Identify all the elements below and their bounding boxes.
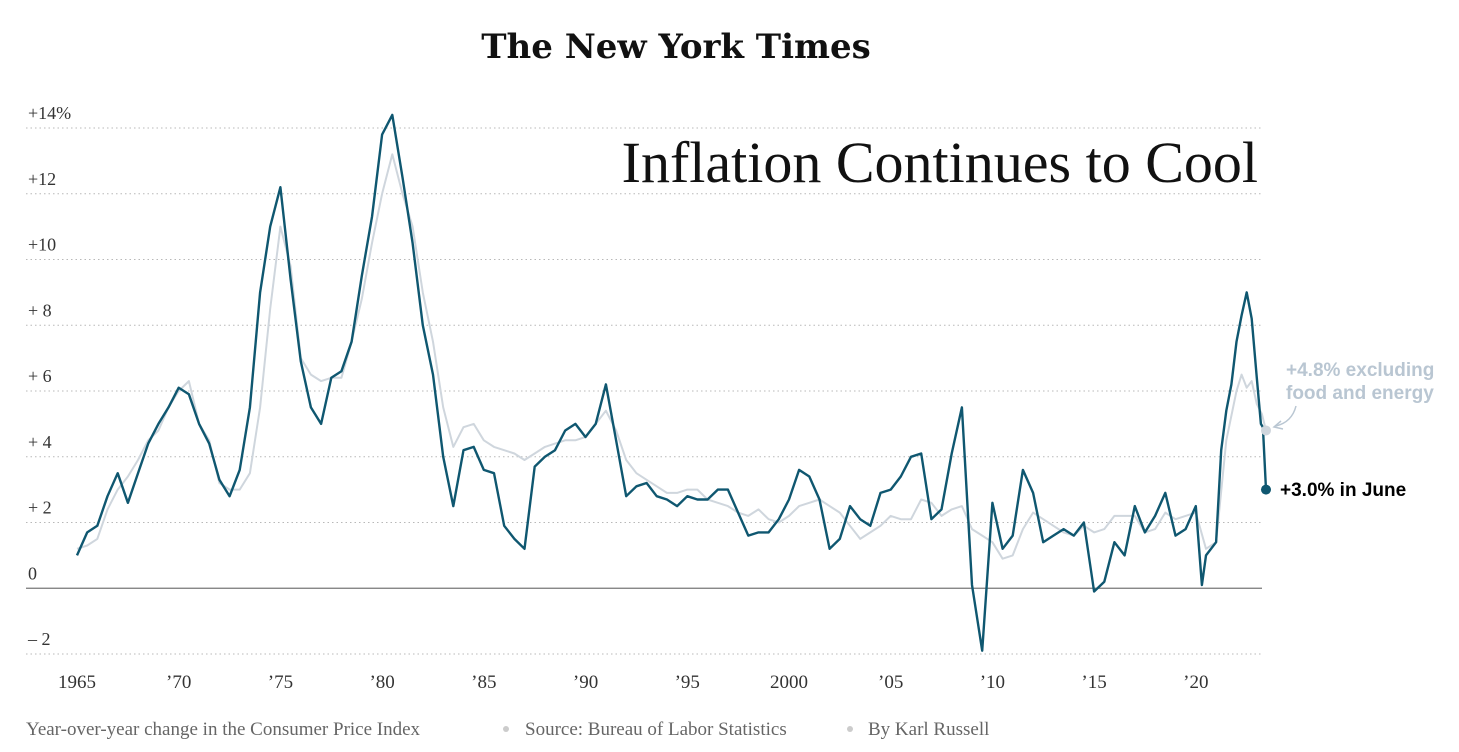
y-axis-ticks: +14% +12 +10 + 8 + 6 + 4 + 2 0 – 2 bbox=[27, 103, 71, 649]
end-point-core bbox=[1260, 425, 1271, 436]
x-tick-label: ’90 bbox=[573, 672, 598, 693]
y-tick-label: + 6 bbox=[28, 366, 52, 386]
end-point-headline bbox=[1260, 484, 1271, 495]
y-tick-label: 0 bbox=[28, 563, 37, 583]
footer-separator bbox=[847, 726, 853, 732]
x-tick-label: 2000 bbox=[770, 672, 808, 693]
x-tick-label: ’85 bbox=[471, 672, 496, 693]
annotation-core-line2: food and energy bbox=[1286, 383, 1434, 404]
footer-description: Year-over-year change in the Consumer Pr… bbox=[26, 719, 421, 740]
y-tick-label: +12 bbox=[28, 169, 56, 189]
masthead-logo: The New York Times bbox=[481, 27, 871, 67]
x-tick-label: ’70 bbox=[166, 672, 191, 693]
footer-source: Source: Bureau of Labor Statistics bbox=[525, 719, 787, 740]
x-tick-label: ’10 bbox=[980, 672, 1005, 693]
x-tick-label: ’15 bbox=[1081, 672, 1106, 693]
x-tick-label: ’20 bbox=[1183, 672, 1208, 693]
series-line-core bbox=[76, 153, 1267, 560]
y-tick-label: + 8 bbox=[28, 300, 52, 320]
annotation-core-line1: +4.8% excluding bbox=[1286, 360, 1434, 381]
x-tick-label: ’75 bbox=[268, 672, 293, 693]
y-tick-label: + 2 bbox=[28, 498, 52, 518]
footer-separator bbox=[503, 726, 509, 732]
y-tick-label: +10 bbox=[28, 235, 56, 255]
x-tick-label: ’05 bbox=[878, 672, 903, 693]
y-tick-label: + 4 bbox=[28, 432, 52, 452]
annotation-arrowhead bbox=[1272, 420, 1284, 430]
footer-byline: By Karl Russell bbox=[868, 719, 989, 740]
x-tick-label: ’95 bbox=[675, 672, 700, 693]
x-tick-label: ’80 bbox=[369, 672, 394, 693]
y-tick-label: +14% bbox=[28, 103, 71, 123]
gridlines bbox=[26, 127, 1262, 655]
chart-title: Inflation Continues to Cool bbox=[622, 130, 1258, 195]
annotation-headline: +3.0% in June bbox=[1280, 480, 1406, 501]
series-line-headline bbox=[75, 113, 1268, 652]
y-tick-label: – 2 bbox=[27, 629, 51, 649]
annotation-arrow bbox=[1275, 405, 1297, 427]
x-axis-ticks: 1965 ’70 ’75 ’80 ’85 ’90 ’95 2000 ’05 ’10 ’15 ’20 bbox=[58, 672, 1208, 693]
x-tick-label: 1965 bbox=[58, 672, 96, 693]
